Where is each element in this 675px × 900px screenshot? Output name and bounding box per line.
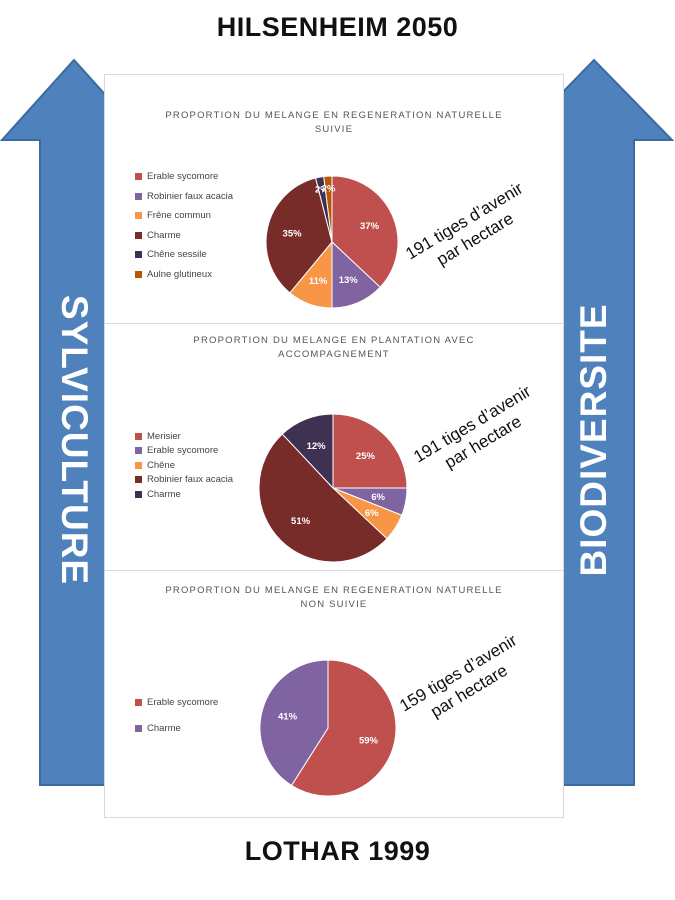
slice-data-label: 2% [315, 184, 329, 195]
legend-label: Erable sycomore [147, 696, 219, 708]
legend-swatch [135, 476, 142, 484]
legend-item: Robinier faux acacia [135, 473, 233, 488]
chart-panel-1: PROPORTION DU MELANGE EN REGENERATION NA… [104, 74, 564, 324]
chart-legend: Erable sycomore Robinier faux acacia Frê… [135, 167, 233, 284]
bottom-title: LOTHAR 1999 [244, 836, 431, 866]
legend-label: Chêne [147, 459, 175, 471]
slice-data-label: 12% [307, 441, 327, 452]
legend-swatch [135, 212, 142, 220]
pie-slice [259, 659, 329, 787]
legend-label: Chêne sessile [147, 249, 207, 261]
pie-slice [281, 413, 334, 490]
chart-title: PROPORTION DU MELANGE EN PLANTATION AVEC… [105, 334, 563, 362]
stems-per-hectare-note: 159 tiges d’avenir par hectare [396, 630, 532, 735]
legend-item: Robinier faux acacia [135, 187, 233, 207]
slice-data-label: 11% [309, 276, 328, 287]
legend-swatch [135, 231, 142, 239]
legend-label: Erable sycomore [147, 445, 219, 457]
slice-data-label: 37% [360, 221, 380, 232]
legend-label: Charme [147, 229, 181, 241]
pie-slice [331, 175, 399, 288]
pie-slice [258, 433, 388, 563]
legend-swatch [135, 490, 142, 498]
legend-swatch [135, 461, 142, 469]
pie-slice [332, 413, 408, 489]
legend-swatch [135, 447, 142, 455]
slice-data-label: 51% [291, 516, 311, 527]
chart-title-line: NON SUIVIE [300, 599, 368, 610]
legend-item: Erable sycomore [135, 689, 218, 715]
legend-item: Merisier [135, 429, 233, 444]
legend-swatch [135, 432, 142, 440]
legend-item: Charme [135, 715, 218, 741]
stems-per-hectare-note: 191 tiges d’avenir par hectare [410, 381, 546, 486]
chart-legend: Merisier Erable sycomore Chêne Robinier … [135, 429, 233, 502]
legend-item: Charme [135, 487, 233, 502]
chart-panel-3: PROPORTION DU MELANGE EN REGENERATION NA… [104, 570, 564, 818]
slice-data-label: 6% [371, 492, 385, 503]
legend-swatch [135, 698, 142, 706]
legend-item: Frêne commun [135, 206, 233, 226]
legend-item: Chêne [135, 458, 233, 473]
slice-data-label: 6% [365, 508, 379, 519]
pie-chart: 59% 41% [259, 659, 397, 797]
legend-swatch [135, 724, 142, 732]
slice-data-label: 13% [339, 275, 359, 286]
chart-title: PROPORTION DU MELANGE EN REGENERATION NA… [105, 584, 563, 612]
legend-label: Charme [147, 488, 181, 500]
chart-legend: Erable sycomore Charme [135, 689, 218, 741]
legend-label: Erable sycomore [147, 171, 219, 183]
legend-swatch [135, 192, 142, 200]
pie-slice [290, 659, 397, 797]
legend-label: Robinier faux acacia [147, 190, 234, 202]
legend-label: Frêne commun [147, 210, 211, 222]
pie-slice [323, 175, 333, 243]
legend-label: Merisier [147, 430, 181, 442]
right-arrow-label: BIODIVERSITE [573, 303, 614, 577]
chart-title-line: ACCOMPAGNEMENT [278, 349, 390, 360]
legend-label: Robinier faux acacia [147, 474, 234, 486]
legend-swatch [135, 270, 142, 278]
legend-item: Erable sycomore [135, 444, 233, 459]
legend-item: Charme [135, 226, 233, 246]
legend-swatch [135, 251, 142, 259]
chart-title-line: PROPORTION DU MELANGE EN REGENERATION NA… [165, 110, 503, 121]
pie-slice [265, 177, 333, 294]
chart-title-line: PROPORTION DU MELANGE EN REGENERATION NA… [165, 585, 503, 596]
chart-title-line: PROPORTION DU MELANGE EN PLANTATION AVEC [193, 335, 475, 346]
legend-item: Erable sycomore [135, 167, 233, 187]
stems-per-hectare-note: 191 tiges d’avenir par hectare [402, 178, 538, 283]
chart-panel-2: PROPORTION DU MELANGE EN PLANTATION AVEC… [104, 323, 564, 571]
chart-title: PROPORTION DU MELANGE EN REGENERATION NA… [105, 109, 563, 137]
legend-swatch [135, 173, 142, 181]
legend-label: Aulne glutineux [147, 268, 212, 280]
legend-label: Charme [147, 722, 181, 734]
top-title: HILSENHEIM 2050 [216, 12, 459, 42]
pie-chart: 25% 6% 6% 51% 12% [258, 413, 408, 563]
slice-data-label: 25% [356, 451, 376, 462]
slice-data-label: 41% [278, 712, 298, 723]
pie-chart: 37% 13% 11% 35% 2%2% [265, 175, 399, 309]
slice-data-label: 59% [359, 735, 379, 746]
left-arrow-label: SYLVICULTURE [54, 294, 95, 586]
slice-data-label: 2% [322, 183, 336, 194]
slice-data-label: 35% [283, 229, 303, 240]
legend-item: Aulne glutineux [135, 265, 233, 285]
legend-item: Chêne sessile [135, 245, 233, 265]
chart-title-line: SUIVIE [314, 124, 354, 135]
